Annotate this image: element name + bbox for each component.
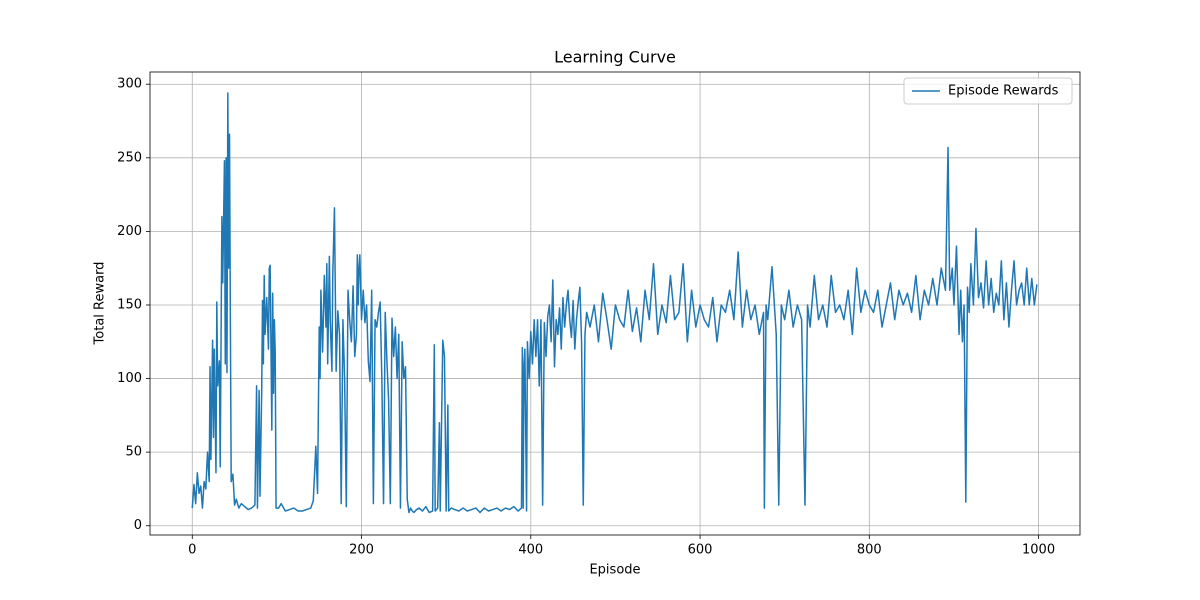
x-tick-label: 0 [188, 543, 196, 558]
x-tick-label: 200 [349, 543, 374, 558]
y-axis-label: Total Reward [93, 262, 108, 346]
y-tick-label: 100 [117, 371, 142, 386]
x-tick-label: 400 [518, 543, 543, 558]
plot-frame [149, 71, 1081, 536]
data-line [191, 92, 1038, 514]
y-tick-label: 250 [117, 150, 142, 165]
x-tick-label: 1000 [1022, 543, 1055, 558]
y-tick-label: 0 [134, 518, 142, 533]
chart-title: Learning Curve [554, 48, 676, 67]
y-tick-label: 200 [117, 224, 142, 239]
y-tick-label: 300 [117, 77, 142, 92]
y-tick-label: 150 [117, 297, 142, 312]
y-tick-label: 50 [125, 445, 142, 460]
x-axis-label: Episode [589, 563, 640, 578]
legend-label: Episode Rewards [948, 84, 1059, 99]
legend-box [903, 77, 1073, 105]
x-tick-label: 600 [688, 543, 713, 558]
x-tick-label: 800 [857, 543, 882, 558]
